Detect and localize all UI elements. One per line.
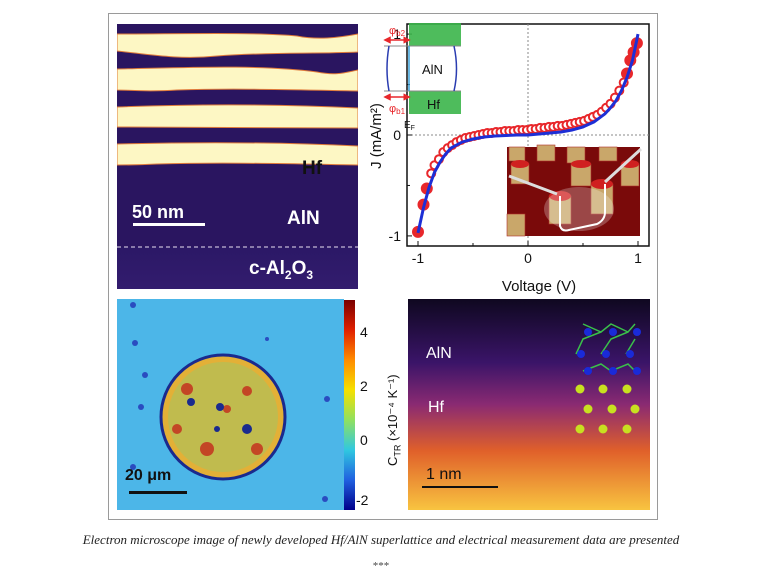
figure-frame: Hf AlN 50 nm c-Al2O3 -1 0 1 1 0 -1 Voltage (V… bbox=[108, 13, 658, 520]
hf-layer bbox=[117, 33, 358, 58]
substrate-subscript: 2 bbox=[284, 267, 292, 282]
superlattice-layers bbox=[117, 24, 358, 289]
ef-label: EF bbox=[404, 120, 415, 132]
crystal-structure-model bbox=[575, 323, 641, 434]
thermoreflectance-map: 20 μm bbox=[117, 299, 344, 510]
nanopillar-illustration-inset bbox=[506, 144, 643, 237]
scale-bar-label: 1 nm bbox=[426, 466, 462, 483]
jv-chart: -1 0 1 1 0 -1 Voltage (V) J (mA/m²) φb2 φb1 A… bbox=[368, 23, 650, 295]
scale-bar-label: 20 μm bbox=[125, 467, 172, 484]
band-hf-top bbox=[409, 23, 461, 46]
y-axis-label: J (mA/m²) bbox=[368, 103, 385, 169]
colorbar-tick: 0 bbox=[360, 432, 368, 448]
section-separator: *** bbox=[372, 560, 390, 572]
figure-caption: Electron microscope image of newly devel… bbox=[82, 532, 680, 547]
colorbar-tick: 4 bbox=[360, 324, 368, 340]
band-diagram-inset: φb2 φb1 AlN Hf EF bbox=[383, 23, 461, 132]
scale-bar bbox=[133, 223, 205, 226]
inset-aln-label: AlN bbox=[422, 62, 443, 77]
substrate-text: c-Al bbox=[249, 258, 285, 279]
y-tick-label: -1 bbox=[389, 228, 402, 244]
x-tick-label: 1 bbox=[634, 250, 642, 266]
colorbar-label-sub: TR bbox=[392, 444, 403, 457]
x-tick-label: 0 bbox=[524, 250, 532, 266]
label-hf: Hf bbox=[428, 399, 444, 416]
colorbar-tick: -2 bbox=[356, 492, 369, 508]
hf-layer bbox=[117, 104, 358, 129]
substrate-subscript: 3 bbox=[306, 267, 314, 282]
stem-atomic-image: AlN Hf 1 nm bbox=[408, 299, 650, 510]
thermoreflectance-image bbox=[117, 299, 344, 510]
colorbar-label-text: C bbox=[385, 456, 400, 466]
colorbar-label-units: (×10⁻⁴ K⁻¹) bbox=[385, 374, 400, 445]
inset-hf-label: Hf bbox=[427, 97, 440, 112]
tem-cross-section-image: Hf AlN 50 nm c-Al2O3 bbox=[117, 24, 358, 289]
stem-image-canvas bbox=[408, 299, 650, 510]
scale-bar bbox=[422, 486, 498, 488]
x-tick-label: -1 bbox=[412, 250, 425, 266]
scale-bar-label: 50 nm bbox=[132, 202, 185, 222]
hf-layer bbox=[117, 142, 358, 166]
substrate-text: O bbox=[291, 258, 307, 279]
phi-b1-label: φb1 bbox=[389, 103, 406, 116]
hf-layer bbox=[117, 66, 358, 92]
label-aln: AlN bbox=[287, 208, 320, 229]
x-axis-label: Voltage (V) bbox=[502, 278, 576, 295]
label-substrate: c-Al2O3 bbox=[249, 258, 313, 282]
colorbar-tick: 2 bbox=[360, 378, 368, 394]
y-tick-label: 0 bbox=[393, 127, 401, 143]
y-tick-label: 1 bbox=[393, 26, 401, 42]
phi-b2-label: φb2 bbox=[389, 25, 406, 38]
colorbar-label: CTR (×10⁻⁴ K⁻¹) bbox=[385, 374, 403, 466]
colorbar bbox=[344, 300, 355, 510]
scale-bar bbox=[129, 491, 187, 494]
label-hf: Hf bbox=[302, 158, 323, 179]
band-hf-bottom bbox=[409, 91, 461, 114]
fit-line bbox=[416, 33, 640, 234]
label-aln: AlN bbox=[426, 345, 452, 362]
substrate-region bbox=[117, 247, 358, 289]
